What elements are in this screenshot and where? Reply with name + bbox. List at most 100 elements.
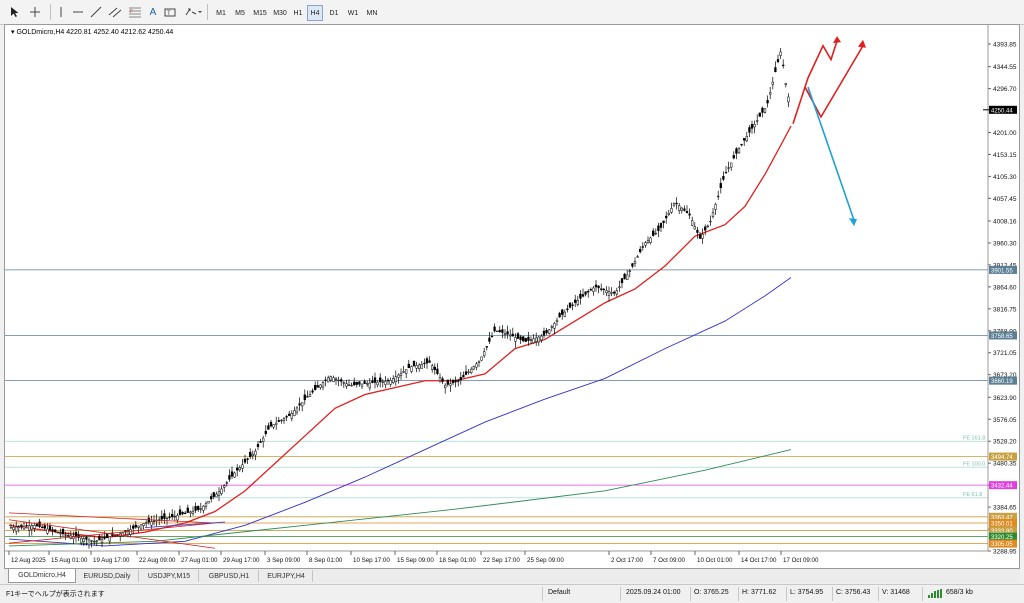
candle-body <box>303 394 306 401</box>
candle-body <box>163 513 166 519</box>
candle-body <box>667 212 670 215</box>
candle-body <box>129 529 132 535</box>
candle-body <box>90 540 93 542</box>
tab-eurusd-daily[interactable]: EURUSD,Daily <box>76 570 139 582</box>
candle-body <box>488 337 491 342</box>
candle-body <box>524 338 527 342</box>
candle-body <box>472 366 475 370</box>
arrows-dropdown-icon[interactable] <box>184 4 202 20</box>
candle-body <box>191 510 195 515</box>
tf-m30[interactable]: M30 <box>273 9 287 17</box>
time-label: 18 Sep 01:00 <box>439 557 476 564</box>
tab-eurjpy-h4[interactable]: EURJPY,H4 <box>260 570 313 582</box>
candle-body <box>342 382 345 384</box>
candle-body <box>295 407 299 413</box>
tf-h1[interactable]: H1 <box>293 9 303 17</box>
tf-m1[interactable]: M1 <box>216 9 226 17</box>
candle-body <box>30 525 33 530</box>
tf-m5[interactable]: M5 <box>235 9 245 17</box>
candle-body <box>571 304 574 306</box>
candle-body <box>371 380 374 384</box>
text-tool-icon[interactable]: A <box>149 6 157 18</box>
candle-body <box>402 371 405 373</box>
price-label: 4344.55 <box>993 64 1017 71</box>
svg-text:T: T <box>167 11 171 17</box>
chart-canvas: FE 161.8 FE 100.0 FE 61.8 4393.85 4344.55 42… <box>5 25 1017 564</box>
candle-body <box>615 290 618 295</box>
current-price-box <box>989 105 1017 114</box>
candle-body <box>522 336 525 342</box>
candle-body <box>646 240 650 244</box>
level-price-label: 3901.55 <box>991 268 1013 274</box>
candle-body <box>392 378 395 383</box>
candle-body <box>735 148 738 154</box>
candle-body <box>256 444 260 448</box>
candle-body <box>384 381 387 385</box>
candle-body <box>714 204 717 210</box>
candle-body <box>269 421 273 427</box>
candle-body <box>477 360 481 363</box>
label-tool-icon[interactable]: T <box>164 4 176 20</box>
candle-body <box>758 112 761 117</box>
candle-body <box>126 530 130 535</box>
price-label: 3288.95 <box>993 549 1017 556</box>
candle-body <box>176 515 179 521</box>
tf-mn[interactable]: MN <box>366 9 378 17</box>
candle-body <box>693 226 696 230</box>
candle-body <box>316 385 319 388</box>
candle-body <box>376 381 379 386</box>
horizontal-line-icon[interactable] <box>72 4 84 20</box>
tab-goldmicro-h4[interactable]: GOLDmicro,H4 <box>8 569 76 583</box>
candle-body <box>633 261 637 264</box>
candle-body <box>184 512 187 515</box>
time-label: 15 Aug 01:00 <box>51 557 88 564</box>
time-label: 10 Sep 17:00 <box>353 557 390 564</box>
candle-body <box>737 148 741 154</box>
tf-d1[interactable]: D1 <box>329 9 339 17</box>
channel-icon[interactable] <box>108 4 122 20</box>
candle-body <box>366 383 369 385</box>
fibonacci-icon[interactable]: F <box>128 4 142 20</box>
cursor-icon[interactable] <box>8 4 22 20</box>
candle-body <box>691 220 694 226</box>
candle-body <box>566 308 569 310</box>
candle-body <box>207 501 210 504</box>
candle-body <box>779 51 782 56</box>
candle-body <box>373 377 377 383</box>
status-profile[interactable]: Default <box>548 589 571 596</box>
time-label: 27 Aug 01:00 <box>181 557 218 564</box>
ma-fast-line <box>8 125 792 539</box>
crosshair-icon[interactable] <box>28 4 42 20</box>
tf-h4[interactable]: H4 <box>307 5 323 21</box>
trendline-icon[interactable] <box>90 4 102 20</box>
candle-body <box>782 64 785 67</box>
candle-body <box>727 167 730 169</box>
price-chart[interactable]: ▾ GOLDmicro,H4 4220.81 4252.40 4212.62 4… <box>4 24 1020 569</box>
candle-body <box>290 413 293 419</box>
candle-body <box>454 379 457 383</box>
candle-body <box>711 212 715 217</box>
candle-body <box>321 382 325 388</box>
candle-body <box>17 526 20 528</box>
tf-w1[interactable]: W1 <box>347 9 359 17</box>
candle-body <box>763 108 767 113</box>
candle-body <box>753 124 756 128</box>
candle-body <box>787 96 790 103</box>
vertical-line-icon[interactable] <box>56 4 66 20</box>
tf-m15[interactable]: M15 <box>253 9 267 17</box>
candle-body <box>220 488 223 494</box>
candle-body <box>48 525 52 531</box>
candle-body <box>308 394 312 397</box>
tab-gbpusd-h1[interactable]: GBPUSD,H1 <box>200 570 259 582</box>
candle-body <box>568 302 572 308</box>
candle-body <box>137 525 140 528</box>
candle-body <box>142 523 145 526</box>
bullish-projection-arrow <box>792 40 838 125</box>
candle-body <box>509 334 512 337</box>
candle-body <box>254 450 257 456</box>
candle-body <box>680 207 683 211</box>
candle-body <box>683 208 686 211</box>
candle-body <box>332 377 335 382</box>
candle-body <box>446 379 449 385</box>
tab-usdjpy-m15[interactable]: USDJPY,M15 <box>140 570 199 582</box>
